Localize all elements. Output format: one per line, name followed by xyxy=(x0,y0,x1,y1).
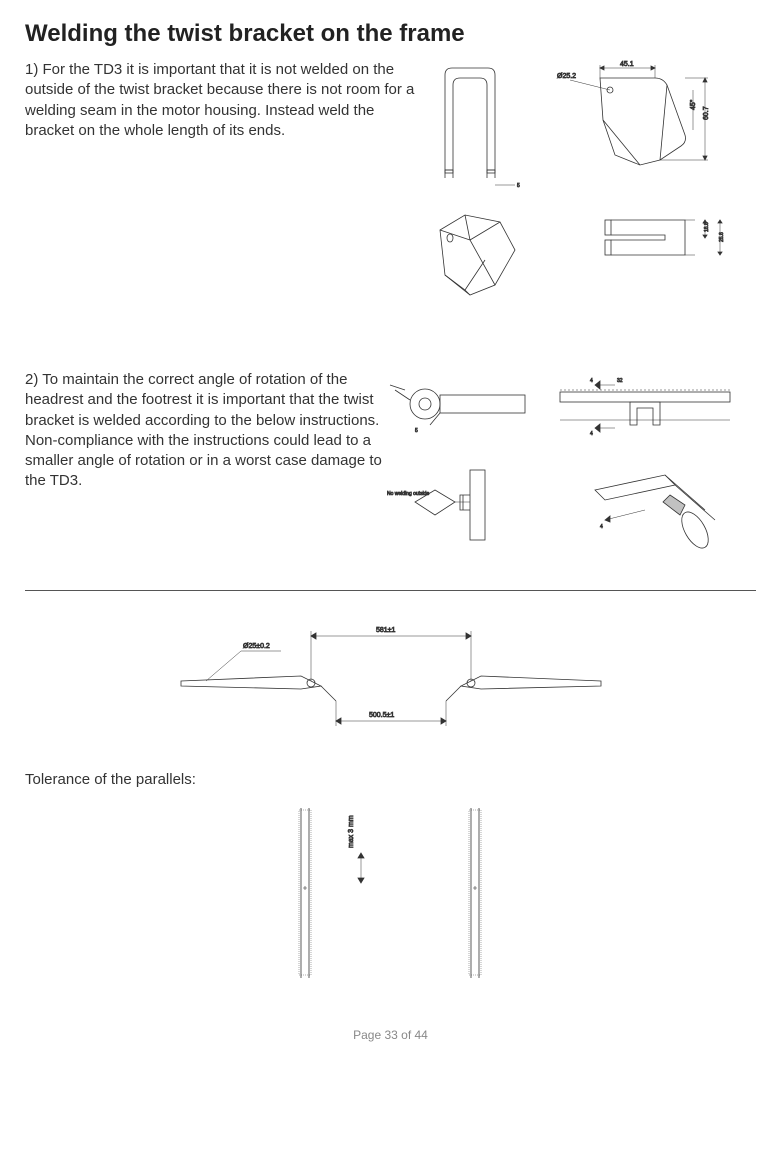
svg-text:18.8: 18.8 xyxy=(704,222,710,232)
svg-text:No welding outside: No welding outside xyxy=(387,491,429,497)
rotation-side-icon: 5 xyxy=(385,370,535,440)
tolerance-figure: max 3 mm xyxy=(25,798,756,988)
figures-2: 5 4 32 4 xyxy=(385,370,756,560)
weld-3d-icon: 4 xyxy=(575,460,745,560)
divider xyxy=(25,590,756,591)
svg-text:Ø25±0.2: Ø25±0.2 xyxy=(243,643,270,650)
bracket-side-icon: 45.1 Ø25.2 60.7 45° xyxy=(555,60,725,190)
svg-text:4: 4 xyxy=(590,431,593,437)
bracket-3d-icon xyxy=(415,200,545,310)
figures-1: 5 45.1 xyxy=(415,60,756,310)
svg-text:max 3 mm: max 3 mm xyxy=(348,815,355,848)
svg-text:4: 4 xyxy=(590,378,593,384)
svg-text:Ø25.2: Ø25.2 xyxy=(557,73,576,80)
svg-text:32: 32 xyxy=(617,378,623,384)
no-weld-icon: No welding outside xyxy=(385,460,555,550)
section-2: 2) To maintain the correct angle of rota… xyxy=(25,370,756,560)
weld-front-icon: 4 32 4 xyxy=(555,370,735,440)
bracket-top-icon: 18.8 25.8 xyxy=(595,200,745,280)
svg-text:581±1: 581±1 xyxy=(376,627,396,634)
page-title: Welding the twist bracket on the frame xyxy=(25,20,756,48)
svg-text:5: 5 xyxy=(517,183,520,189)
svg-text:5: 5 xyxy=(415,428,418,434)
svg-text:500.5±1: 500.5±1 xyxy=(369,712,394,719)
svg-text:45.1: 45.1 xyxy=(620,61,634,68)
bracket-front-icon: 5 xyxy=(415,60,535,190)
tolerance-label: Tolerance of the parallels: xyxy=(25,771,756,788)
svg-text:4: 4 xyxy=(600,524,603,530)
page-number: Page 33 of 44 xyxy=(25,1028,756,1042)
span-diagram-icon: Ø25±0.2 581±1 500.5±1 xyxy=(151,611,631,741)
tolerance-diagram-icon: max 3 mm xyxy=(231,798,551,988)
section-1: 1) For the TD3 it is important that it i… xyxy=(25,60,756,310)
step2-text: 2) To maintain the correct angle of rota… xyxy=(25,370,385,492)
svg-text:60.7: 60.7 xyxy=(703,106,710,120)
step1-text: 1) For the TD3 it is important that it i… xyxy=(25,60,415,141)
span-figure: Ø25±0.2 581±1 500.5±1 xyxy=(25,611,756,741)
svg-text:25.8: 25.8 xyxy=(719,232,725,242)
svg-text:45°: 45° xyxy=(689,99,697,110)
